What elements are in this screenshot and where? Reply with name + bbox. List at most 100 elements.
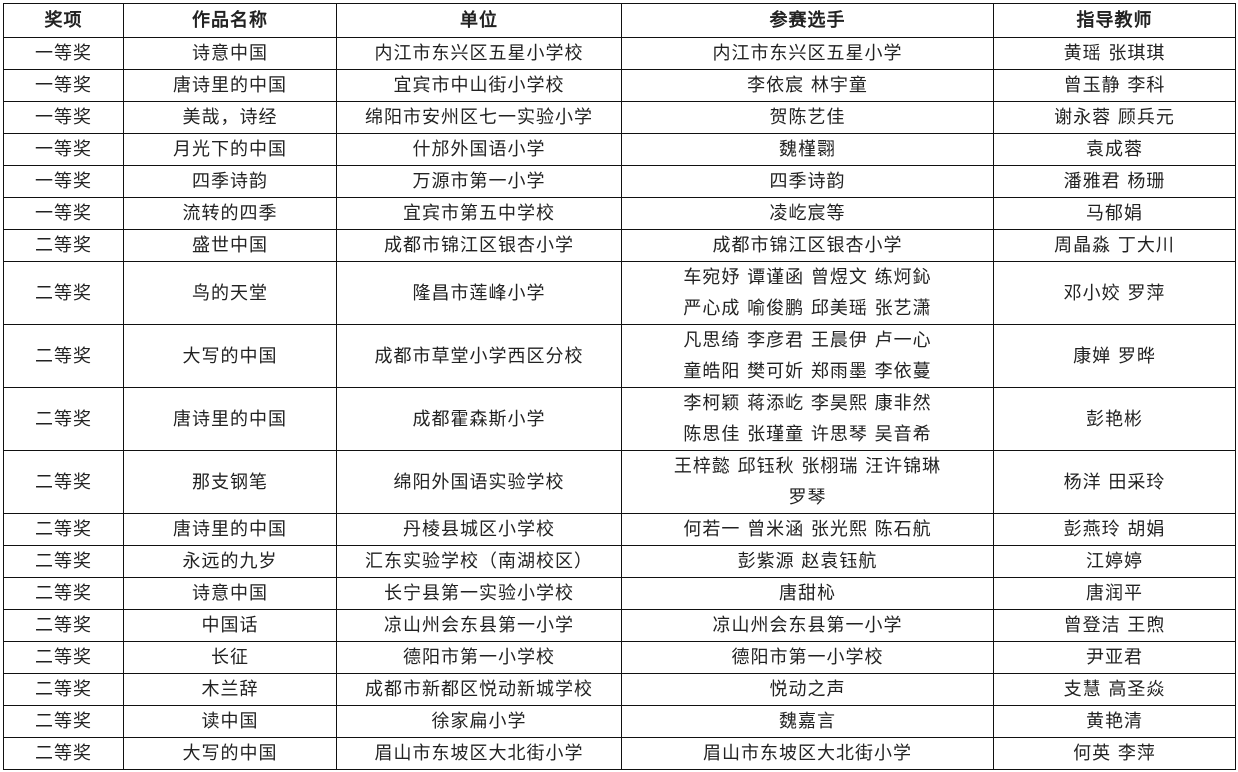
cell-participants: 德阳市第一小学校 [621,641,994,674]
cell-participants: 成都市锦江区银杏小学 [621,229,994,262]
cell-award-level: 一等奖 [3,133,124,166]
cell-instructors: 邓小姣 罗萍 [993,261,1236,325]
cell-work-title: 诗意中国 [123,577,337,610]
awards-table: 奖项 作品名称 单位 参赛选手 指导教师 一等奖 诗意中国 内江市东兴区五星小学校 内江市东兴… [3,3,1236,770]
cell-award-level: 二等奖 [3,324,124,388]
cell-work-title: 流转的四季 [123,197,337,230]
cell-instructors: 康婵 罗晔 [993,324,1236,388]
cell-work-title: 永远的九岁 [123,545,337,578]
cell-school: 凉山州会东县第一小学 [336,609,622,642]
cell-work-title: 美哉，诗经 [123,101,337,134]
cell-participants: 何若一 曾米涵 张光熙 陈石航 [621,513,994,546]
cell-award-level: 一等奖 [3,197,124,230]
table-row: 二等奖 盛世中国 成都市锦江区银杏小学 成都市锦江区银杏小学 周晶淼 丁大川 [3,229,1236,262]
cell-work-title: 中国话 [123,609,337,642]
cell-school: 宜宾市第五中学校 [336,197,622,230]
cell-award-level: 二等奖 [3,261,124,325]
cell-school: 什邡外国语小学 [336,133,622,166]
table-row: 二等奖 唐诗里的中国 丹棱县城区小学校 何若一 曾米涵 张光熙 陈石航 彭燕玲 胡娟 [3,513,1236,546]
cell-work-title: 诗意中国 [123,37,337,70]
table-row: 二等奖 鸟的天堂 隆昌市莲峰小学 车宛妤 谭谨函 曾煜文 练炣鈊 严心成 喻俊鹏 邱美… [3,261,1236,325]
cell-participants: 内江市东兴区五星小学 [621,37,994,70]
cell-participants: 彭紫源 赵袁钰航 [621,545,994,578]
cell-award-level: 二等奖 [3,641,124,674]
cell-award-level: 二等奖 [3,513,124,546]
cell-work-title: 长征 [123,641,337,674]
cell-participants: 唐甜杺 [621,577,994,610]
cell-school: 宜宾市中山街小学校 [336,69,622,102]
cell-instructors: 黄瑶 张琪琪 [993,37,1236,70]
cell-participants: 凌屹宸等 [621,197,994,230]
cell-participants: 李柯颖 蒋添屹 李昊熙 康非然 陈思佳 张瑾童 许思琴 吴音希 [621,387,994,451]
cell-school: 绵阳市安州区七一实验小学 [336,101,622,134]
header-award-level: 奖项 [3,3,124,38]
cell-instructors: 杨洋 田采玲 [993,450,1236,514]
cell-school: 万源市第一小学 [336,165,622,198]
cell-work-title: 读中国 [123,705,337,738]
cell-work-title: 唐诗里的中国 [123,69,337,102]
cell-instructors: 曾登洁 王煦 [993,609,1236,642]
cell-award-level: 二等奖 [3,577,124,610]
cell-instructors: 江婷婷 [993,545,1236,578]
cell-award-level: 二等奖 [3,387,124,451]
cell-instructors: 支慧 高圣焱 [993,673,1236,706]
cell-school: 眉山市东坡区大北街小学 [336,737,622,770]
cell-instructors: 袁成蓉 [993,133,1236,166]
cell-award-level: 二等奖 [3,737,124,770]
cell-work-title: 月光下的中国 [123,133,337,166]
table-row: 二等奖 大写的中国 成都市草堂小学西区分校 凡思绮 李彦君 王晨伊 卢一心 童皓阳 樊… [3,324,1236,388]
cell-participants: 魏嘉言 [621,705,994,738]
table-row: 二等奖 那支钢笔 绵阳外国语实验学校 王梓懿 邱钰秋 张栩瑞 汪许锦琳 罗琴 杨洋 田采… [3,450,1236,514]
cell-school: 汇东实验学校（南湖校区） [336,545,622,578]
cell-school: 丹棱县城区小学校 [336,513,622,546]
table-row: 二等奖 读中国 徐家扁小学 魏嘉言 黄艳清 [3,705,1236,738]
table-row: 二等奖 大写的中国 眉山市东坡区大北街小学 眉山市东坡区大北街小学 何英 李萍 [3,737,1236,770]
cell-award-level: 一等奖 [3,165,124,198]
header-work-title: 作品名称 [123,3,337,38]
cell-work-title: 唐诗里的中国 [123,513,337,546]
cell-work-title: 盛世中国 [123,229,337,262]
table-row: 二等奖 唐诗里的中国 成都霍森斯小学 李柯颖 蒋添屹 李昊熙 康非然 陈思佳 张瑾童 … [3,387,1236,451]
cell-work-title: 唐诗里的中国 [123,387,337,451]
cell-participants: 魏槿翾 [621,133,994,166]
table-row: 一等奖 月光下的中国 什邡外国语小学 魏槿翾 袁成蓉 [3,133,1236,166]
cell-school: 成都市新都区悦动新城学校 [336,673,622,706]
cell-participants: 车宛妤 谭谨函 曾煜文 练炣鈊 严心成 喻俊鹏 邱美瑶 张艺潇 [621,261,994,325]
cell-school: 长宁县第一实验小学校 [336,577,622,610]
cell-instructors: 周晶淼 丁大川 [993,229,1236,262]
cell-school: 德阳市第一小学校 [336,641,622,674]
cell-award-level: 一等奖 [3,101,124,134]
header-participants: 参赛选手 [621,3,994,38]
cell-instructors: 彭燕玲 胡娟 [993,513,1236,546]
cell-participants: 王梓懿 邱钰秋 张栩瑞 汪许锦琳 罗琴 [621,450,994,514]
cell-instructors: 黄艳清 [993,705,1236,738]
cell-award-level: 二等奖 [3,609,124,642]
table-row: 一等奖 四季诗韵 万源市第一小学 四季诗韵 潘雅君 杨珊 [3,165,1236,198]
cell-award-level: 二等奖 [3,705,124,738]
cell-award-level: 二等奖 [3,545,124,578]
cell-participants: 凉山州会东县第一小学 [621,609,994,642]
cell-instructors: 何英 李萍 [993,737,1236,770]
cell-instructors: 曾玉静 李科 [993,69,1236,102]
cell-school: 成都市草堂小学西区分校 [336,324,622,388]
table-row: 二等奖 诗意中国 长宁县第一实验小学校 唐甜杺 唐润平 [3,577,1236,610]
cell-work-title: 四季诗韵 [123,165,337,198]
cell-participants: 李依宸 林宇童 [621,69,994,102]
cell-instructors: 谢永蓉 顾兵元 [993,101,1236,134]
table-row: 二等奖 中国话 凉山州会东县第一小学 凉山州会东县第一小学 曾登洁 王煦 [3,609,1236,642]
cell-school: 绵阳外国语实验学校 [336,450,622,514]
cell-award-level: 二等奖 [3,229,124,262]
cell-work-title: 木兰辞 [123,673,337,706]
table-row: 一等奖 美哉，诗经 绵阳市安州区七一实验小学 贺陈艺佳 谢永蓉 顾兵元 [3,101,1236,134]
cell-instructors: 潘雅君 杨珊 [993,165,1236,198]
cell-award-level: 二等奖 [3,450,124,514]
table-row: 二等奖 永远的九岁 汇东实验学校（南湖校区） 彭紫源 赵袁钰航 江婷婷 [3,545,1236,578]
cell-instructors: 马郁娟 [993,197,1236,230]
table-row: 一等奖 唐诗里的中国 宜宾市中山街小学校 李依宸 林宇童 曾玉静 李科 [3,69,1236,102]
cell-participants: 贺陈艺佳 [621,101,994,134]
cell-school: 徐家扁小学 [336,705,622,738]
cell-participants: 眉山市东坡区大北街小学 [621,737,994,770]
header-school: 单位 [336,3,622,38]
table-row: 二等奖 木兰辞 成都市新都区悦动新城学校 悦动之声 支慧 高圣焱 [3,673,1236,706]
cell-school: 成都市锦江区银杏小学 [336,229,622,262]
